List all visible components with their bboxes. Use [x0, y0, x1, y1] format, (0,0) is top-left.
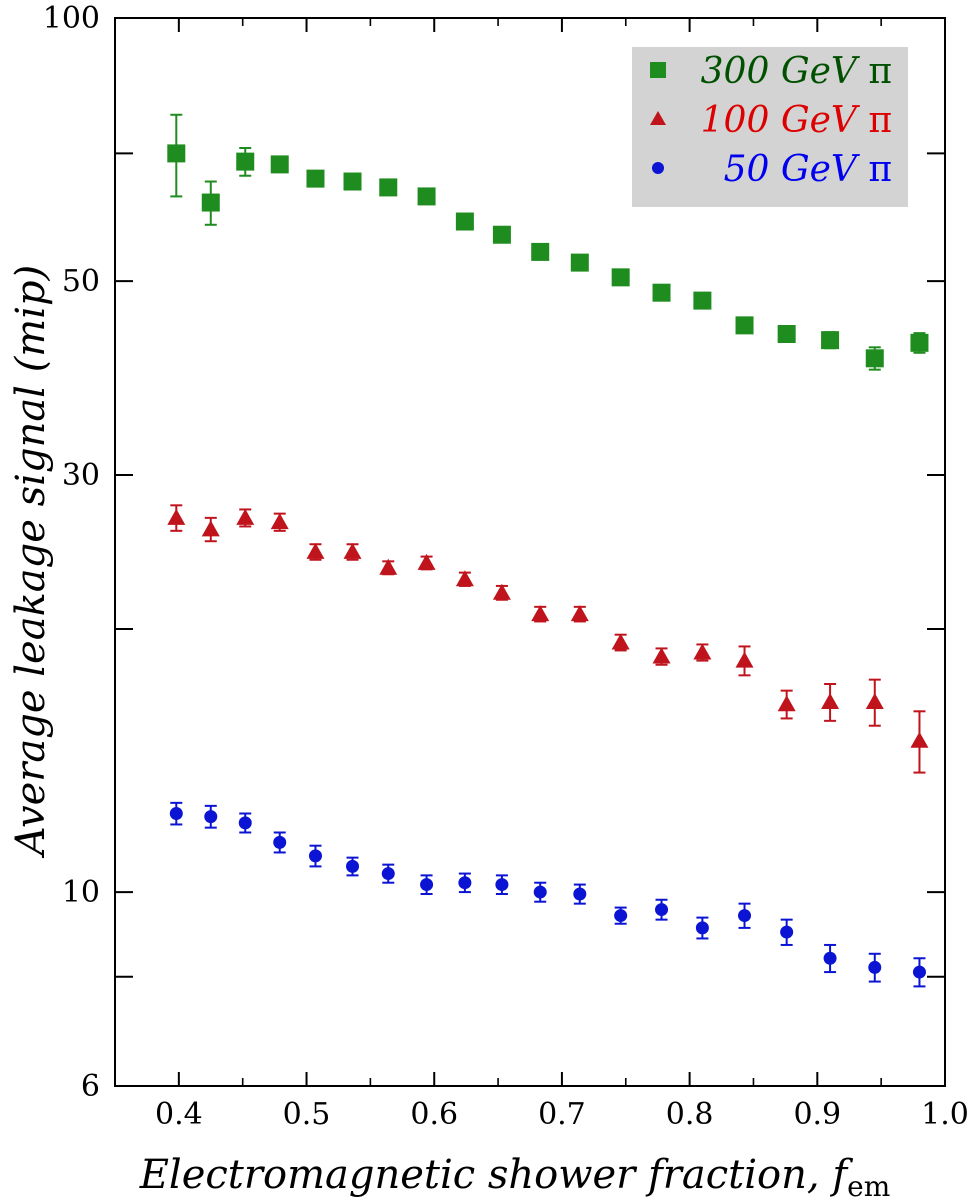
data-point [652, 283, 671, 302]
data-point [738, 909, 752, 923]
data-point [655, 903, 669, 917]
data-point [381, 867, 395, 881]
series-layer [167, 113, 929, 988]
x-axis-title-subscript: em [847, 1170, 890, 1201]
data-point [570, 605, 589, 622]
legend-marker [650, 111, 666, 125]
data-point [821, 692, 840, 709]
data-point [306, 542, 325, 559]
data-point [455, 212, 474, 231]
data-point [735, 316, 754, 335]
data-point [695, 921, 709, 935]
data-point [570, 253, 589, 272]
legend-series-symbol: π [868, 100, 892, 141]
legend-label: 100 GeV π [701, 100, 892, 141]
plot-frame [114, 17, 946, 1087]
legend-marker [650, 62, 666, 78]
data-point [910, 731, 929, 748]
data-point [611, 268, 630, 287]
x-tick-label: 0.9 [793, 1097, 841, 1132]
data-point [455, 570, 474, 587]
data-point [573, 887, 587, 901]
x-axis-title-text: Electromagnetic shower fraction, [139, 1152, 833, 1198]
data-point [201, 193, 220, 212]
data-point [204, 810, 218, 824]
legend-label: 50 GeV π [724, 149, 892, 190]
x-tick-label: 0.7 [538, 1097, 586, 1132]
data-point [652, 647, 671, 664]
data-point [912, 965, 926, 979]
data-point [270, 155, 289, 174]
x-tick-label: 1.0 [921, 1097, 969, 1132]
data-point [167, 144, 186, 163]
data-point [458, 876, 472, 890]
data-point [201, 520, 220, 537]
data-point [777, 324, 796, 343]
x-axis-title: Electromagnetic shower fraction, fem [139, 1152, 891, 1201]
data-point [531, 605, 550, 622]
data-point [308, 849, 322, 863]
data-point [492, 225, 511, 244]
y-tick-label: 6 [81, 1069, 100, 1104]
data-point [273, 835, 287, 849]
legend-series-name: 300 GeV [701, 51, 869, 92]
data-point [533, 885, 547, 899]
data-point [865, 349, 884, 368]
y-axis-title: Average leakage signal (mip) [8, 265, 54, 859]
series-0 [167, 113, 929, 371]
data-point [379, 558, 398, 575]
x-tick-label: 0.8 [666, 1097, 714, 1132]
legend-series-symbol: π [868, 51, 892, 92]
data-point [417, 187, 436, 206]
legend-series-name: 50 GeV [724, 149, 869, 190]
data-point [735, 651, 754, 668]
data-point [417, 553, 436, 570]
legend-marker [652, 162, 664, 174]
y-tick-label: 10 [62, 875, 100, 910]
data-point [270, 513, 289, 530]
data-point [236, 508, 255, 525]
data-point [379, 178, 398, 197]
data-point [823, 951, 837, 965]
data-point [868, 960, 882, 974]
data-point [420, 878, 434, 892]
data-point [910, 333, 929, 352]
data-point [343, 542, 362, 559]
data-point [821, 331, 840, 350]
data-point [167, 508, 186, 525]
data-point [780, 925, 794, 939]
data-point [236, 152, 255, 171]
legend-series-symbol: π [868, 149, 892, 190]
ticks [114, 17, 946, 1087]
data-point [865, 692, 884, 709]
data-point [343, 172, 362, 191]
data-point [169, 807, 183, 821]
data-point [238, 816, 252, 830]
data-point [693, 643, 712, 660]
legend-box [632, 47, 908, 207]
data-point [614, 909, 628, 923]
series-2 [169, 801, 926, 988]
y-tick-label: 50 [62, 264, 100, 299]
series-1 [167, 504, 929, 774]
data-point [492, 583, 511, 600]
x-tick-label: 0.4 [155, 1097, 203, 1132]
data-point [611, 633, 630, 650]
legend-label: 300 GeV π [701, 51, 892, 92]
data-point [306, 169, 325, 188]
x-tick-label: 0.5 [283, 1097, 331, 1132]
data-point [693, 291, 712, 310]
data-point [495, 878, 509, 892]
x-tick-label: 0.6 [410, 1097, 458, 1132]
y-tick-label: 30 [62, 458, 100, 493]
data-point [346, 859, 360, 873]
legend-series-name: 100 GeV [701, 100, 869, 141]
data-point [531, 242, 550, 261]
tick-labels: 0.4 0.5 0.6 0.7 0.8 0.9 1.0 6 10 30 50 100 [43, 1, 969, 1132]
data-point [777, 695, 796, 712]
y-tick-label: 100 [43, 1, 100, 36]
